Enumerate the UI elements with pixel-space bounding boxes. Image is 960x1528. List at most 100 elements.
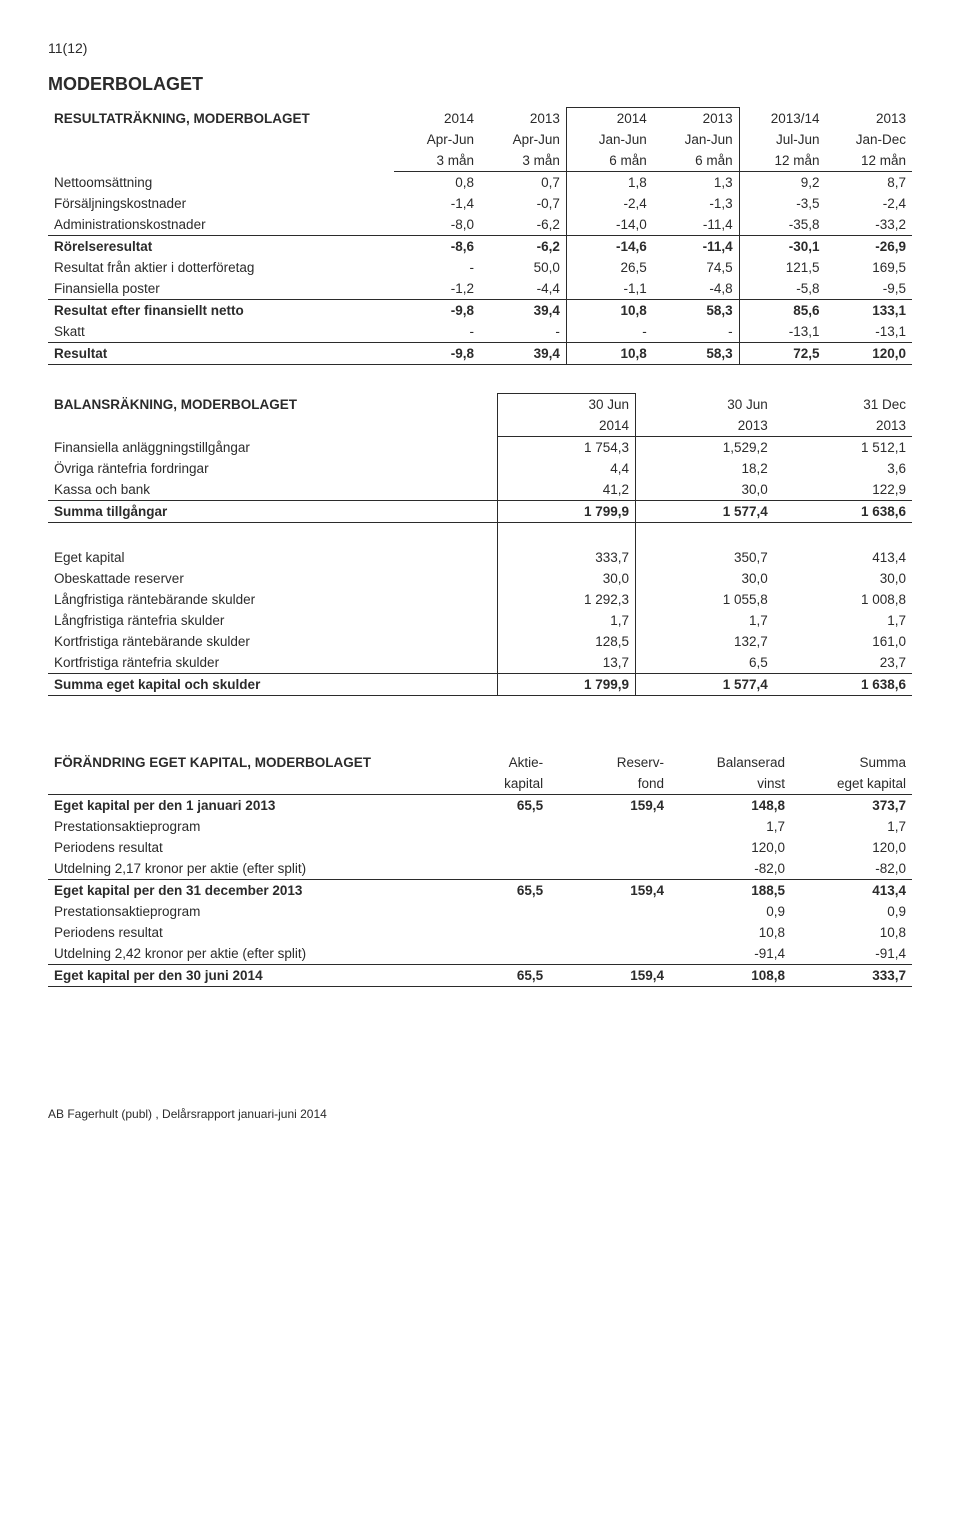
table-cell: 413,4 (791, 880, 912, 902)
page-footer: AB Fagerhult (publ) , Delårsrapport janu… (48, 1107, 912, 1121)
table-cell (549, 922, 670, 943)
table-cell: 133,1 (826, 300, 912, 322)
table-cell: 30,0 (774, 568, 912, 589)
table-cell: 188,5 (670, 880, 791, 902)
table-cell: -1,3 (653, 193, 739, 214)
col-subheader: kapital (428, 773, 549, 795)
table-cell: -6,2 (480, 214, 566, 236)
table-cell: -2,4 (566, 193, 652, 214)
table-cell: -11,4 (653, 236, 739, 258)
col-header: 30 Jun (497, 394, 635, 416)
table-cell (549, 858, 670, 880)
table-cell (549, 837, 670, 858)
table-cell: 65,5 (428, 795, 549, 817)
table-cell: 4,4 (497, 458, 635, 479)
table-row: Skatt-----13,1-13,1 (48, 321, 912, 343)
table-cell (549, 901, 670, 922)
table-row: Utdelning 2,42 kronor per aktie (efter s… (48, 943, 912, 965)
col-header: Balanserad (670, 752, 791, 773)
table-row: Eget kapital per den 30 juni 201465,5159… (48, 965, 912, 987)
table-cell: -14,0 (566, 214, 652, 236)
table-cell: - (653, 321, 739, 343)
table-cell: -9,8 (394, 343, 480, 365)
table-cell: -1,2 (394, 278, 480, 300)
col-subheader: 3 mån (394, 150, 480, 172)
table-cell: -30,1 (739, 236, 825, 258)
col-header: 2014 (566, 108, 652, 130)
page-number: 11(12) (48, 40, 912, 56)
table-row: Eget kapital per den 1 januari 201365,51… (48, 795, 912, 817)
col-subheader: 12 mån (826, 150, 912, 172)
table-cell: 132,7 (636, 631, 774, 652)
table-row: Resultat från aktier i dotterföretag-50,… (48, 257, 912, 278)
table-cell: -13,1 (739, 321, 825, 343)
table-row: Kortfristiga räntefria skulder13,76,523,… (48, 652, 912, 674)
table-cell: 120,0 (670, 837, 791, 858)
table-cell: 39,4 (480, 343, 566, 365)
table-cell: 13,7 (497, 652, 635, 674)
table-cell: 74,5 (653, 257, 739, 278)
col-subheader: vinst (670, 773, 791, 795)
table-cell: 108,8 (670, 965, 791, 987)
table-cell: 1,8 (566, 172, 652, 194)
table-cell: -82,0 (670, 858, 791, 880)
table-row: Periodens resultat10,810,8 (48, 922, 912, 943)
table-cell: -1,4 (394, 193, 480, 214)
col-subheader: 6 mån (566, 150, 652, 172)
table-cell: -91,4 (791, 943, 912, 965)
table-cell: 41,2 (497, 479, 635, 501)
table-cell: - (566, 321, 652, 343)
table-row: Långfristiga räntebärande skulder1 292,3… (48, 589, 912, 610)
table-cell (428, 858, 549, 880)
equity-change-table: FÖRÄNDRING EGET KAPITAL, MODERBOLAGETAkt… (48, 752, 912, 987)
col-header: 31 Dec (774, 394, 912, 416)
col-header: 2013 (480, 108, 566, 130)
table-cell: 10,8 (566, 300, 652, 322)
table-row: Eget kapital333,7350,7413,4 (48, 547, 912, 568)
col-subheader: Apr-Jun (394, 129, 480, 150)
table-row: Rörelseresultat-8,6-6,2-14,6-11,4-30,1-2… (48, 236, 912, 258)
col-subheader: eget kapital (791, 773, 912, 795)
page-container: 11(12) MODERBOLAGET RESULTATRÄKNING, MOD… (0, 0, 960, 1141)
table-cell: 1,7 (791, 816, 912, 837)
table-row: Obeskattade reserver30,030,030,0 (48, 568, 912, 589)
table-cell: 1 008,8 (774, 589, 912, 610)
col-subheader: Jan-Dec (826, 129, 912, 150)
table-cell: 18,2 (636, 458, 774, 479)
table-cell: 128,5 (497, 631, 635, 652)
table-cell: -26,9 (826, 236, 912, 258)
table-title: FÖRÄNDRING EGET KAPITAL, MODERBOLAGET (48, 752, 428, 795)
table-cell: 65,5 (428, 880, 549, 902)
table-cell (549, 943, 670, 965)
balance-sheet-table: BALANSRÄKNING, MODERBOLAGET30 Jun30 Jun3… (48, 393, 912, 696)
table-row: Resultat-9,839,410,858,372,5120,0 (48, 343, 912, 365)
table-cell: 72,5 (739, 343, 825, 365)
table-row: Summa tillgångar1 799,91 577,41 638,6 (48, 501, 912, 523)
table-row: Försäljningskostnader-1,4-0,7-2,4-1,3-3,… (48, 193, 912, 214)
table-row: Summa eget kapital och skulder1 799,91 5… (48, 674, 912, 696)
col-subheader: 3 mån (480, 150, 566, 172)
table-cell: 121,5 (739, 257, 825, 278)
table-cell: -11,4 (653, 214, 739, 236)
table-cell: 85,6 (739, 300, 825, 322)
table-cell: 159,4 (549, 965, 670, 987)
col-header: 30 Jun (636, 394, 774, 416)
table-row: Kassa och bank41,230,0122,9 (48, 479, 912, 501)
col-header: Aktie- (428, 752, 549, 773)
table-cell: 159,4 (549, 880, 670, 902)
table-row: Prestationsaktieprogram1,71,7 (48, 816, 912, 837)
table-row: Utdelning 2,17 kronor per aktie (efter s… (48, 858, 912, 880)
table-cell: 0,7 (480, 172, 566, 194)
table-cell (428, 922, 549, 943)
table-cell: -4,4 (480, 278, 566, 300)
table-cell: 10,8 (566, 343, 652, 365)
table-cell: 1 292,3 (497, 589, 635, 610)
table-row: Eget kapital per den 31 december 201365,… (48, 880, 912, 902)
table-cell: -91,4 (670, 943, 791, 965)
col-header: Reserv- (549, 752, 670, 773)
table-cell: 9,2 (739, 172, 825, 194)
table-cell: 39,4 (480, 300, 566, 322)
table-row: Långfristiga räntefria skulder1,71,71,7 (48, 610, 912, 631)
table-cell (428, 816, 549, 837)
table-cell: -14,6 (566, 236, 652, 258)
